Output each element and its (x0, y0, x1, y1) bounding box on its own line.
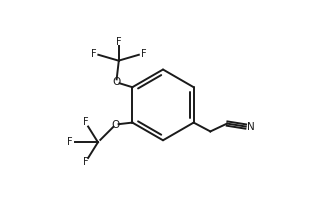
Text: O: O (112, 77, 121, 87)
Text: N: N (247, 122, 255, 131)
Text: F: F (83, 157, 88, 167)
Text: O: O (111, 120, 120, 129)
Text: F: F (141, 49, 146, 59)
Text: F: F (91, 49, 96, 59)
Text: F: F (83, 117, 88, 127)
Text: F: F (67, 137, 73, 147)
Text: F: F (116, 37, 121, 47)
